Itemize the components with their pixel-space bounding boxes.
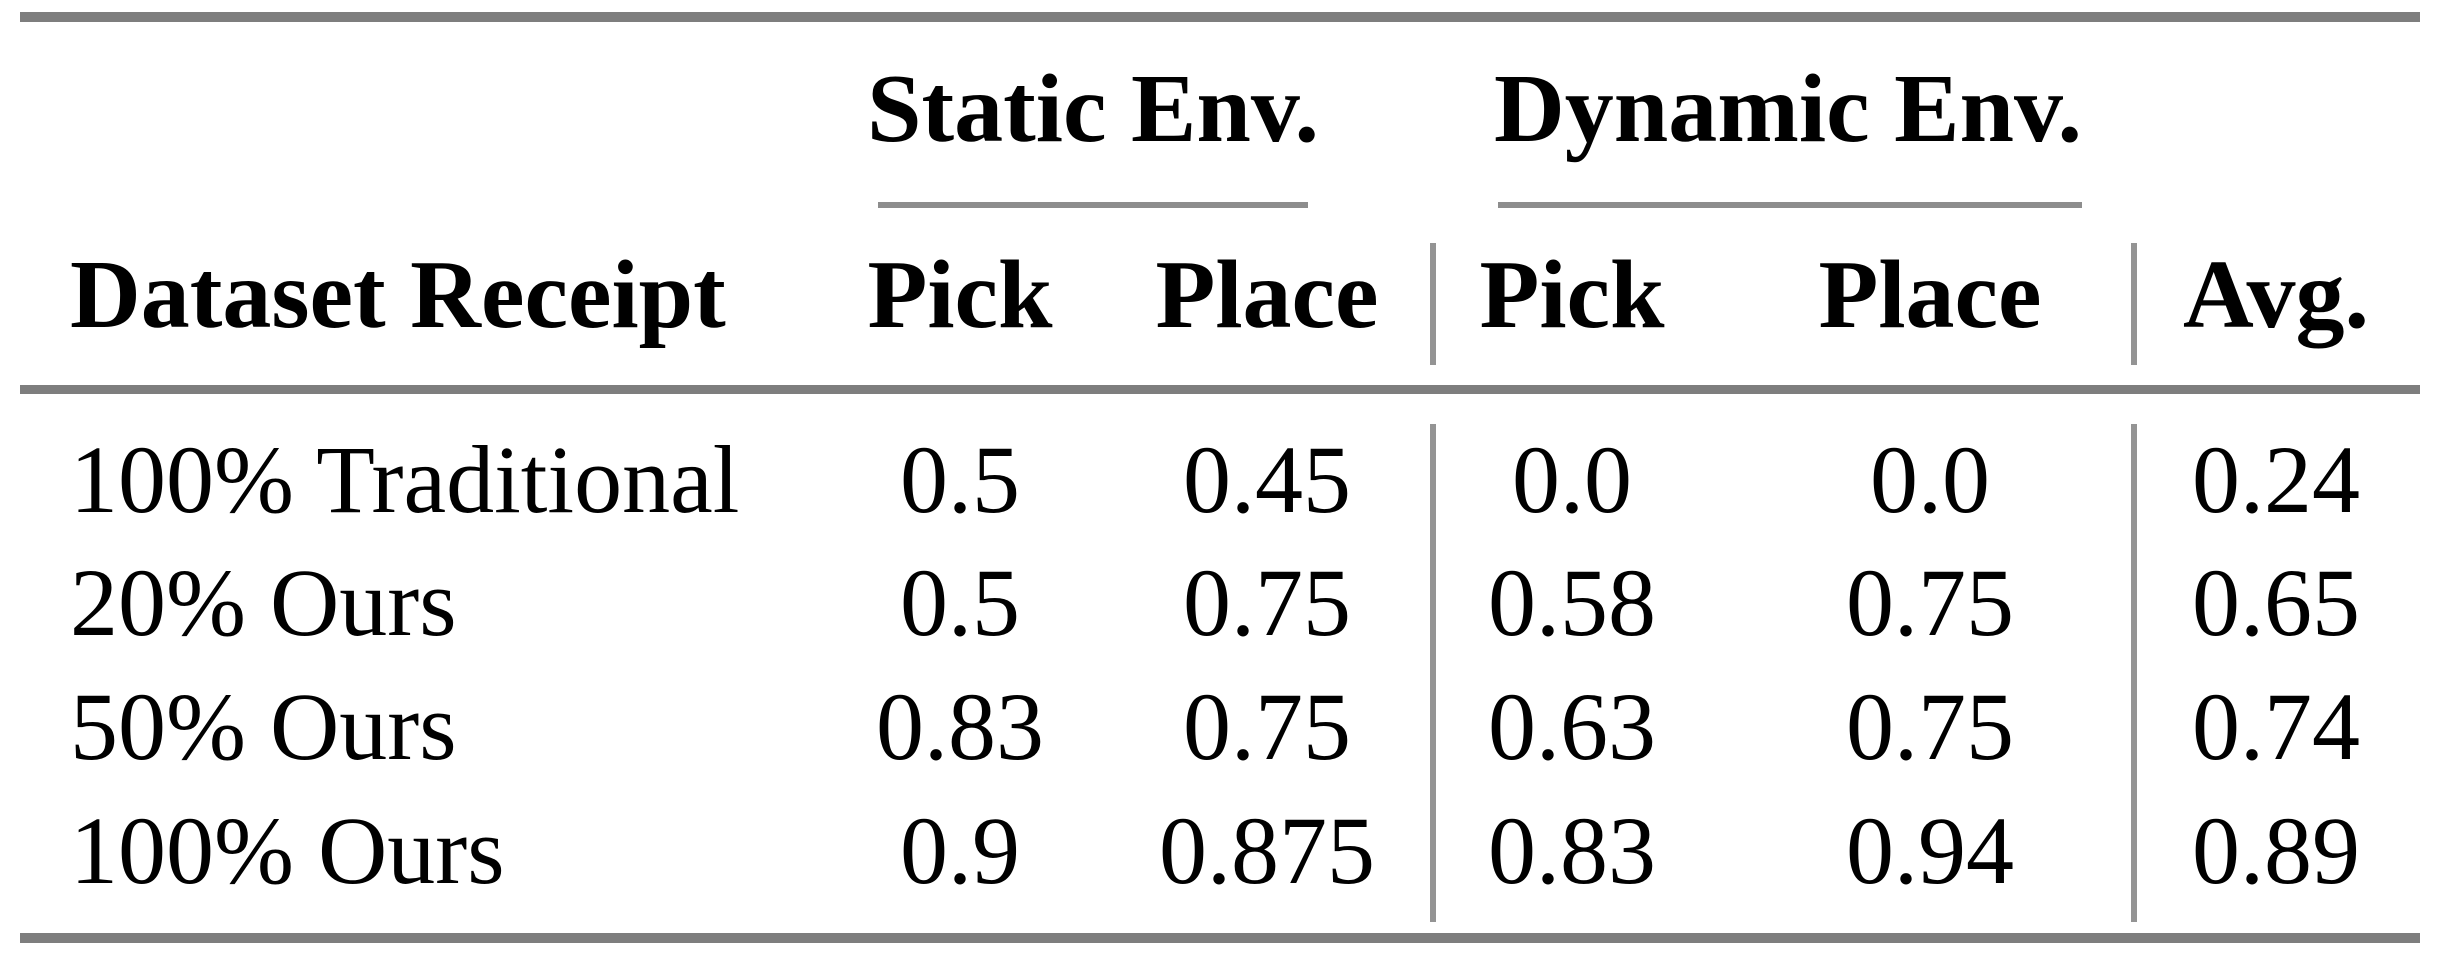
row-label: 20% Ours <box>70 549 457 656</box>
bottom-rule <box>20 933 2420 943</box>
cell-avg: 0.65 <box>2192 549 2360 656</box>
vertical-separator-dynamic-avg-body <box>2131 424 2137 922</box>
row-label: 100% Ours <box>70 797 505 904</box>
cell-static-place: 0.75 <box>1183 549 1351 656</box>
cell-static-pick: 0.83 <box>876 673 1044 780</box>
cell-dynamic-place: 0.0 <box>1870 426 1990 533</box>
cell-static-place: 0.75 <box>1183 673 1351 780</box>
cell-static-pick: 0.9 <box>900 797 1020 904</box>
cell-static-pick: 0.5 <box>900 549 1020 656</box>
cell-dynamic-place: 0.75 <box>1846 673 2014 780</box>
vertical-separator-static-dynamic-body <box>1430 424 1436 922</box>
column-header-static-pick: Pick <box>867 241 1053 349</box>
cell-avg: 0.74 <box>2192 673 2360 780</box>
column-header-dataset-receipt: Dataset Receipt <box>70 241 726 349</box>
cell-avg: 0.89 <box>2192 797 2360 904</box>
cell-dynamic-pick: 0.83 <box>1488 797 1656 904</box>
cell-dynamic-place: 0.94 <box>1846 797 2014 904</box>
column-header-static-place: Place <box>1155 241 1379 349</box>
static-group-underline <box>878 202 1308 208</box>
dynamic-group-underline <box>1498 202 2082 208</box>
column-header-dynamic-pick: Pick <box>1479 241 1665 349</box>
header-body-rule <box>20 385 2420 394</box>
column-header-dynamic-place: Place <box>1818 241 2042 349</box>
group-header-static-env: Static Env. <box>867 55 1319 163</box>
cell-dynamic-place: 0.75 <box>1846 549 2014 656</box>
vertical-separator-static-dynamic-header <box>1430 243 1436 365</box>
cell-dynamic-pick: 0.0 <box>1512 426 1632 533</box>
column-header-avg: Avg. <box>2183 241 2369 349</box>
group-header-dynamic-env: Dynamic Env. <box>1493 55 2083 163</box>
cell-dynamic-pick: 0.63 <box>1488 673 1656 780</box>
vertical-separator-dynamic-avg-header <box>2131 243 2137 365</box>
row-label: 100% Traditional <box>70 426 740 533</box>
cell-avg: 0.24 <box>2192 426 2360 533</box>
row-label: 50% Ours <box>70 673 457 780</box>
cell-dynamic-pick: 0.58 <box>1488 549 1656 656</box>
top-rule <box>20 12 2420 22</box>
cell-static-place: 0.45 <box>1183 426 1351 533</box>
cell-static-place: 0.875 <box>1159 797 1375 904</box>
cell-static-pick: 0.5 <box>900 426 1020 533</box>
